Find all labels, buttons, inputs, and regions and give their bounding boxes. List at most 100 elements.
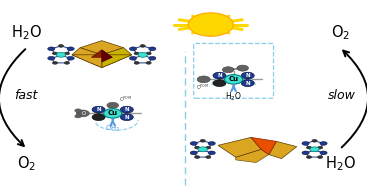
Circle shape [138, 52, 148, 57]
Circle shape [103, 109, 122, 118]
Circle shape [320, 142, 327, 145]
Circle shape [140, 54, 145, 57]
Circle shape [134, 62, 139, 64]
Polygon shape [133, 46, 152, 53]
Text: N: N [124, 115, 129, 120]
Circle shape [320, 151, 327, 155]
Circle shape [317, 146, 323, 149]
Circle shape [58, 45, 63, 47]
Circle shape [241, 80, 254, 87]
Text: O$_2$: O$_2$ [331, 23, 350, 42]
Text: N: N [124, 107, 129, 112]
Circle shape [222, 67, 234, 73]
Text: N: N [246, 81, 250, 86]
Circle shape [56, 52, 66, 57]
Circle shape [65, 52, 69, 55]
Circle shape [241, 72, 254, 79]
Circle shape [65, 62, 69, 64]
Circle shape [208, 142, 215, 145]
Circle shape [92, 106, 105, 113]
Text: N: N [246, 73, 250, 78]
Circle shape [58, 54, 63, 57]
Text: N: N [96, 107, 101, 112]
Text: Cu: Cu [229, 76, 239, 82]
Polygon shape [91, 50, 112, 57]
Polygon shape [194, 150, 212, 157]
Polygon shape [194, 141, 212, 148]
Circle shape [75, 109, 81, 112]
Circle shape [213, 72, 226, 79]
Circle shape [52, 52, 58, 55]
Circle shape [208, 151, 215, 155]
Polygon shape [72, 55, 102, 68]
Circle shape [197, 76, 210, 83]
Polygon shape [306, 150, 324, 157]
Polygon shape [236, 149, 269, 163]
Circle shape [310, 147, 319, 152]
Polygon shape [80, 41, 124, 55]
Text: O$^{POM}$: O$^{POM}$ [196, 83, 210, 92]
Circle shape [200, 139, 205, 142]
Circle shape [129, 56, 137, 60]
Circle shape [302, 142, 309, 145]
Circle shape [120, 114, 133, 121]
Circle shape [120, 106, 133, 113]
Circle shape [48, 56, 55, 60]
Polygon shape [269, 141, 297, 159]
Circle shape [312, 149, 317, 152]
Circle shape [149, 47, 156, 51]
Polygon shape [133, 55, 152, 63]
Polygon shape [72, 48, 102, 62]
Polygon shape [51, 55, 71, 63]
Circle shape [312, 139, 317, 142]
Circle shape [67, 56, 74, 60]
Circle shape [302, 151, 309, 155]
Circle shape [317, 156, 323, 158]
Circle shape [149, 56, 156, 60]
Circle shape [237, 65, 248, 71]
Circle shape [188, 13, 233, 36]
Text: slow: slow [327, 89, 355, 102]
Polygon shape [102, 55, 132, 68]
Circle shape [67, 47, 74, 51]
Polygon shape [51, 46, 71, 53]
Circle shape [76, 110, 89, 117]
Text: H$_2$O: H$_2$O [11, 23, 42, 42]
Circle shape [306, 146, 312, 149]
Polygon shape [218, 137, 261, 157]
Polygon shape [88, 55, 116, 68]
Text: N: N [217, 73, 222, 78]
Text: O$_2$: O$_2$ [17, 154, 36, 173]
Circle shape [206, 146, 211, 149]
Circle shape [225, 75, 243, 84]
Text: OH$_2$: OH$_2$ [105, 124, 120, 134]
Circle shape [213, 80, 226, 87]
Circle shape [134, 52, 139, 55]
Text: H$_2$O: H$_2$O [325, 154, 356, 173]
Polygon shape [306, 141, 324, 148]
Text: H$_2$O: H$_2$O [225, 91, 242, 103]
Circle shape [129, 47, 137, 51]
Circle shape [92, 114, 105, 121]
Text: fast: fast [14, 89, 37, 102]
Circle shape [146, 62, 151, 64]
Polygon shape [102, 50, 112, 62]
Circle shape [198, 147, 207, 152]
Polygon shape [102, 48, 132, 62]
Circle shape [200, 149, 205, 152]
Circle shape [107, 102, 119, 108]
Polygon shape [251, 137, 276, 155]
Circle shape [195, 156, 200, 158]
Circle shape [190, 142, 197, 145]
Circle shape [75, 115, 81, 118]
Text: O$^{POM}$: O$^{POM}$ [119, 95, 133, 105]
Circle shape [48, 47, 55, 51]
Circle shape [306, 156, 312, 158]
Circle shape [195, 146, 200, 149]
Circle shape [190, 151, 197, 155]
Circle shape [146, 52, 151, 55]
Circle shape [206, 156, 211, 158]
Circle shape [52, 62, 58, 64]
Text: Cu: Cu [108, 110, 118, 116]
Circle shape [140, 45, 145, 47]
